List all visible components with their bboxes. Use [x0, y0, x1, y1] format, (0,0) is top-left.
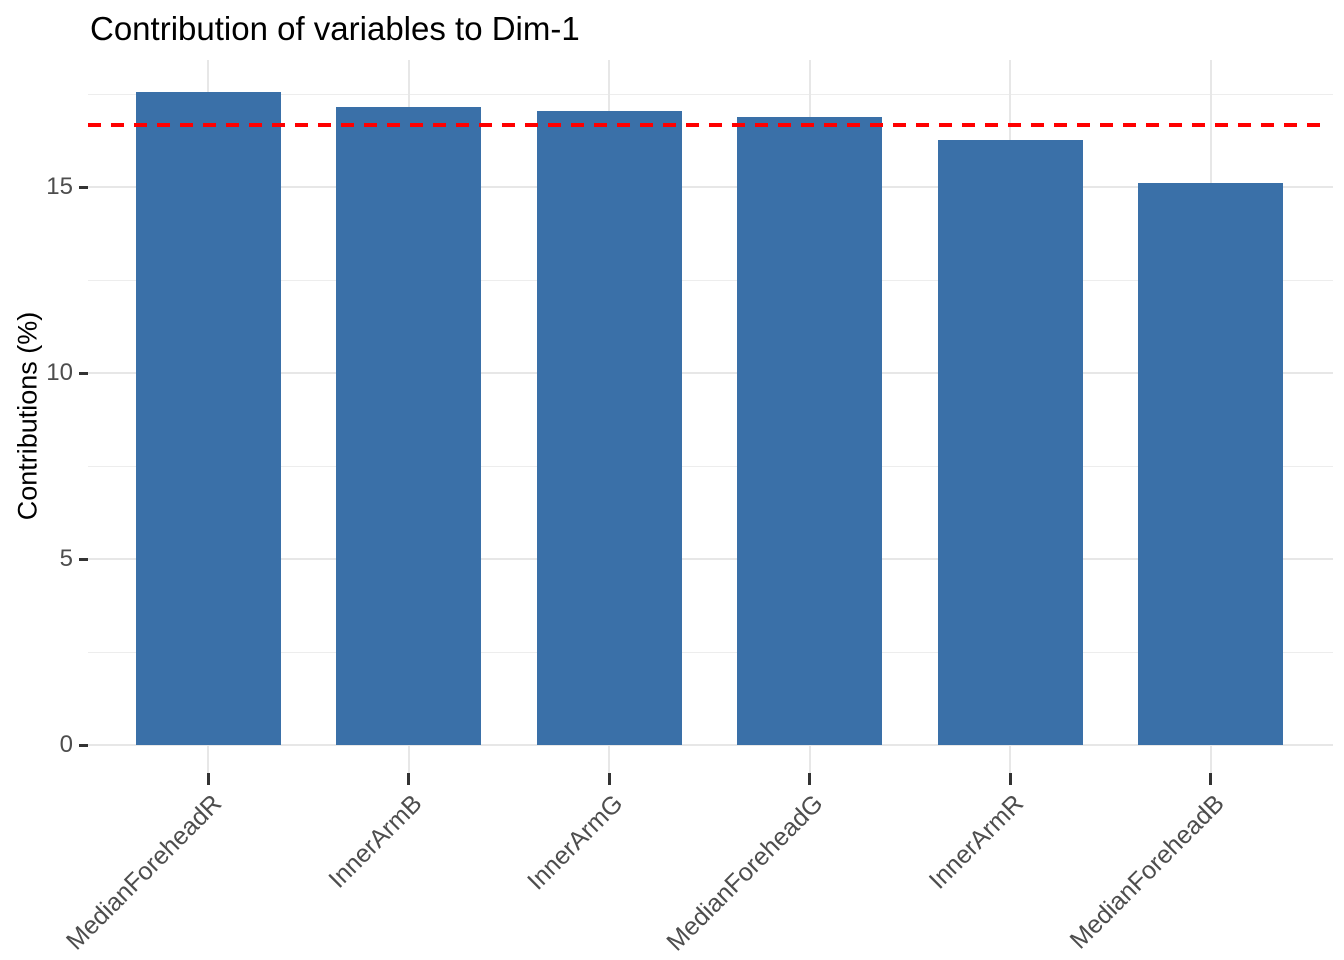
minor-gridline — [88, 279, 1333, 281]
x-axis-tick — [1008, 773, 1012, 785]
x-tick-label: MedianForeheadR — [60, 789, 228, 956]
y-tick-label: 10 — [46, 359, 73, 386]
bar-InnerArmR — [937, 140, 1083, 745]
bar-InnerArmG — [536, 110, 682, 745]
major-gridline — [88, 744, 1333, 746]
bar-InnerArmB — [336, 107, 481, 745]
x-tick-label: MedianForeheadB — [1064, 789, 1230, 955]
bar-MedianForeheadG — [737, 117, 882, 745]
major-gridline — [88, 186, 1333, 188]
x-axis-tick — [206, 773, 210, 785]
x-tick-label: InnerArmG — [521, 789, 629, 896]
x-tick-label: InnerArmB — [323, 789, 428, 894]
y-tick-label: 15 — [46, 173, 73, 200]
y-axis-tick — [79, 371, 88, 375]
x-axis-tick — [1209, 773, 1212, 785]
x-axis-tick — [407, 773, 410, 785]
bar-MedianForeheadB — [1138, 182, 1283, 745]
x-tick-label: MedianForeheadG — [661, 789, 829, 957]
major-gridline — [88, 558, 1333, 560]
reference-dashed-line — [88, 122, 1330, 127]
x-tick-label: InnerArmR — [923, 789, 1030, 895]
minor-gridline — [88, 93, 1333, 95]
y-tick-label: 5 — [59, 545, 73, 572]
y-axis-tick — [79, 743, 88, 747]
chart-title: Contribution of variables to Dim-1 — [90, 10, 580, 47]
y-axis-title: Contributions (%) — [12, 311, 43, 521]
x-axis-tick — [607, 773, 611, 785]
y-axis-tick — [79, 185, 88, 189]
minor-gridline — [88, 651, 1333, 653]
major-gridline — [88, 372, 1333, 374]
y-axis-tick — [79, 557, 88, 561]
minor-gridline — [88, 465, 1333, 467]
x-axis-tick — [808, 773, 811, 785]
y-tick-label: 0 — [59, 731, 73, 758]
bar-MedianForeheadR — [135, 92, 281, 745]
